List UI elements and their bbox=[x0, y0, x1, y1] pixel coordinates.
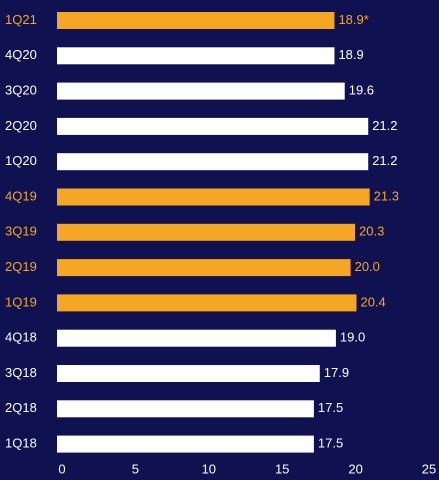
bar bbox=[57, 365, 320, 382]
value-label: 21.2 bbox=[372, 153, 397, 168]
y-tick-label: 3Q20 bbox=[5, 83, 37, 98]
bar bbox=[57, 153, 369, 171]
value-label: 19.6 bbox=[349, 83, 374, 98]
x-tick-label: 25 bbox=[422, 461, 436, 476]
y-tick-label: 4Q19 bbox=[5, 188, 37, 203]
y-tick-label: 1Q20 bbox=[5, 153, 37, 168]
y-tick-label: 2Q20 bbox=[5, 118, 37, 133]
value-label: 18.9* bbox=[338, 12, 368, 27]
y-tick-label: 1Q18 bbox=[5, 436, 37, 451]
y-tick-label: 4Q18 bbox=[5, 330, 37, 345]
y-tick-label: 4Q20 bbox=[5, 47, 37, 62]
value-label: 20.3 bbox=[359, 224, 384, 239]
value-label: 17.9 bbox=[324, 365, 349, 380]
value-label: 21.2 bbox=[372, 118, 397, 133]
value-label: 18.9 bbox=[338, 47, 363, 62]
bar bbox=[57, 400, 314, 418]
value-label: 21.3 bbox=[374, 188, 399, 203]
bar bbox=[57, 435, 314, 453]
y-tick-label: 3Q18 bbox=[5, 365, 37, 380]
x-tick-label: 15 bbox=[275, 461, 289, 476]
x-tick-label: 0 bbox=[58, 461, 65, 476]
value-label: 20.4 bbox=[360, 294, 385, 309]
y-tick-label: 2Q19 bbox=[5, 259, 37, 274]
y-tick-label: 1Q19 bbox=[5, 294, 37, 309]
x-tick-label: 5 bbox=[132, 461, 139, 476]
x-tick-label: 20 bbox=[348, 461, 362, 476]
bar bbox=[57, 117, 369, 135]
y-tick-label: 3Q19 bbox=[5, 224, 37, 239]
bar bbox=[57, 12, 335, 29]
value-label: 19.0 bbox=[340, 330, 365, 345]
bar bbox=[57, 82, 345, 100]
value-label: 20.0 bbox=[355, 259, 380, 274]
x-tick-label: 10 bbox=[202, 461, 216, 476]
bar bbox=[57, 188, 370, 206]
y-tick-label: 1Q21 bbox=[5, 12, 37, 27]
bar bbox=[57, 329, 336, 347]
bar bbox=[57, 47, 335, 65]
y-tick-label: 2Q18 bbox=[5, 400, 37, 415]
bar bbox=[57, 223, 356, 241]
value-label: 17.5 bbox=[318, 400, 343, 415]
bar bbox=[57, 294, 357, 312]
bar bbox=[57, 259, 351, 277]
value-label: 17.5 bbox=[318, 436, 343, 451]
